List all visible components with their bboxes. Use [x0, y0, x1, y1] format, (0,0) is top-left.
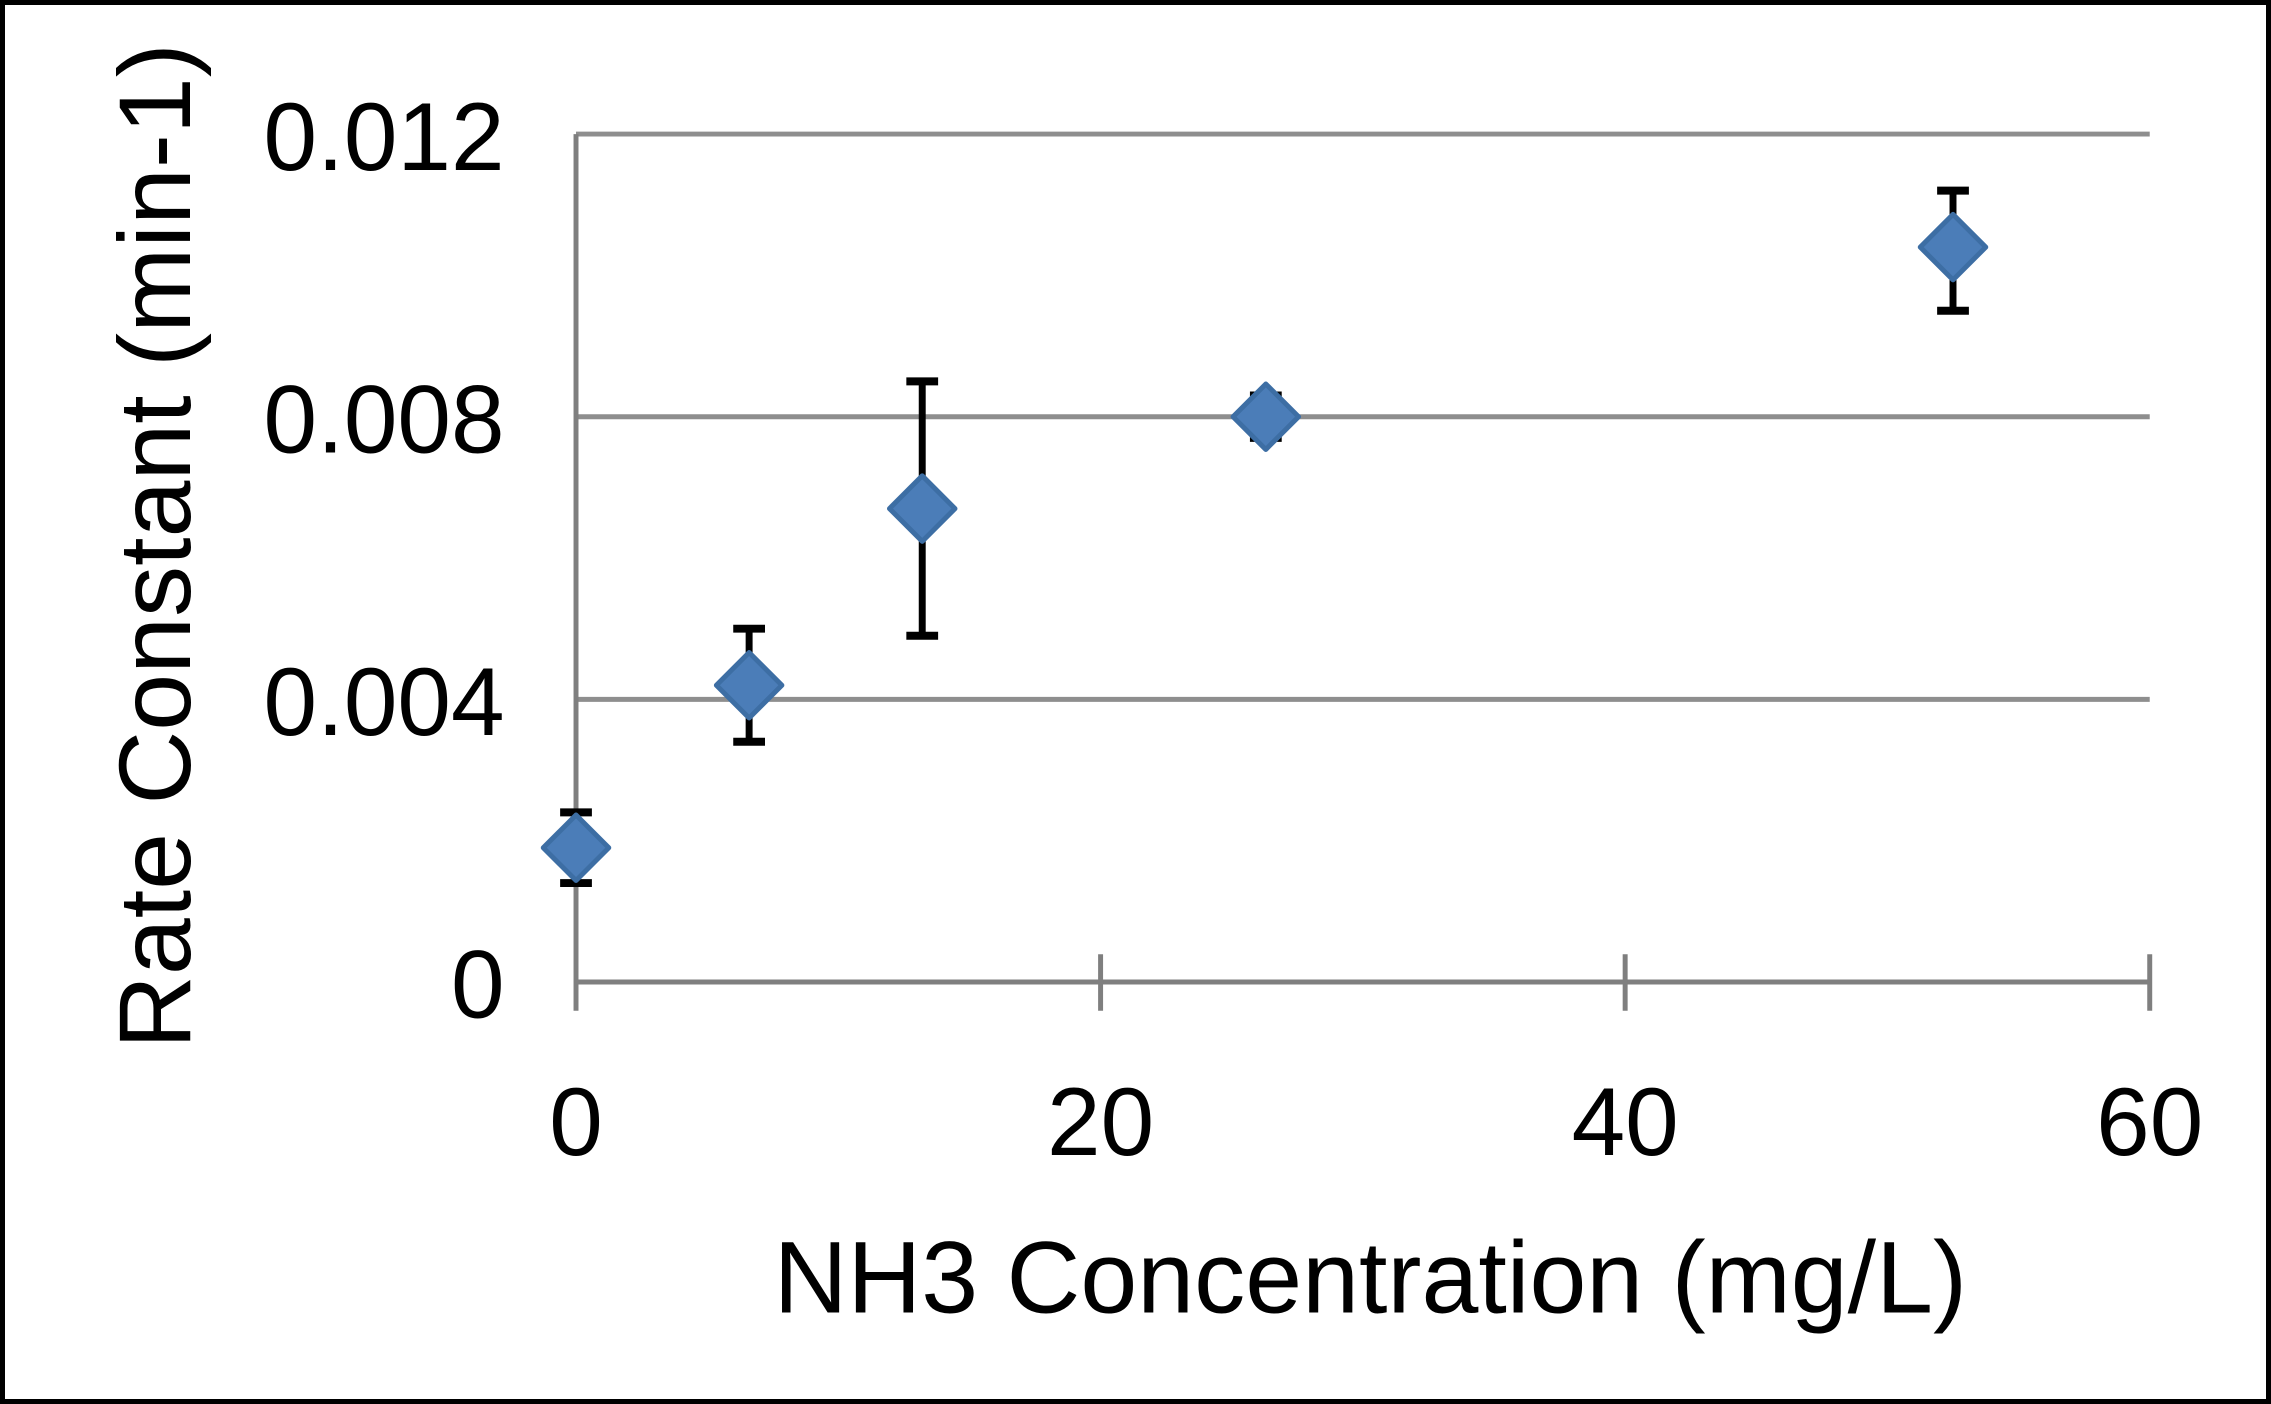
- y-tick-label: 0.012: [264, 84, 505, 191]
- x-axis-title: NH3 Concentration (mg/L): [774, 1220, 1967, 1335]
- data-point-diamond: [886, 473, 958, 544]
- axes-group: [573, 134, 2150, 1011]
- data-point-diamond: [1230, 381, 1302, 452]
- y-tick-label: 0.008: [264, 366, 505, 473]
- error-bars-group: [560, 186, 1969, 888]
- y-tick-label: 0: [451, 932, 505, 1039]
- tick-labels-group: 0 0.004 0.008 0.012 0 20 40 60: [264, 84, 2204, 1176]
- data-points-group: [540, 211, 1989, 883]
- tick-marks-group: [1098, 954, 2153, 1011]
- data-point-diamond: [540, 812, 612, 883]
- scatter-chart: 0 0.004 0.008 0.012 0 20 40 60 NH3 Concentratio…: [97, 43, 2204, 1335]
- data-point-diamond: [713, 649, 785, 721]
- gridlines-group: [576, 131, 2150, 702]
- x-tick-label: 60: [2096, 1069, 2203, 1176]
- x-tick-label: 20: [1047, 1069, 1154, 1176]
- y-tick-label: 0.004: [264, 649, 505, 756]
- x-tick-label: 0: [549, 1069, 603, 1176]
- data-point-diamond: [1917, 211, 1989, 283]
- y-axis-title: Rate Constant (min-1): [97, 43, 212, 1049]
- x-tick-label: 40: [1572, 1069, 1679, 1176]
